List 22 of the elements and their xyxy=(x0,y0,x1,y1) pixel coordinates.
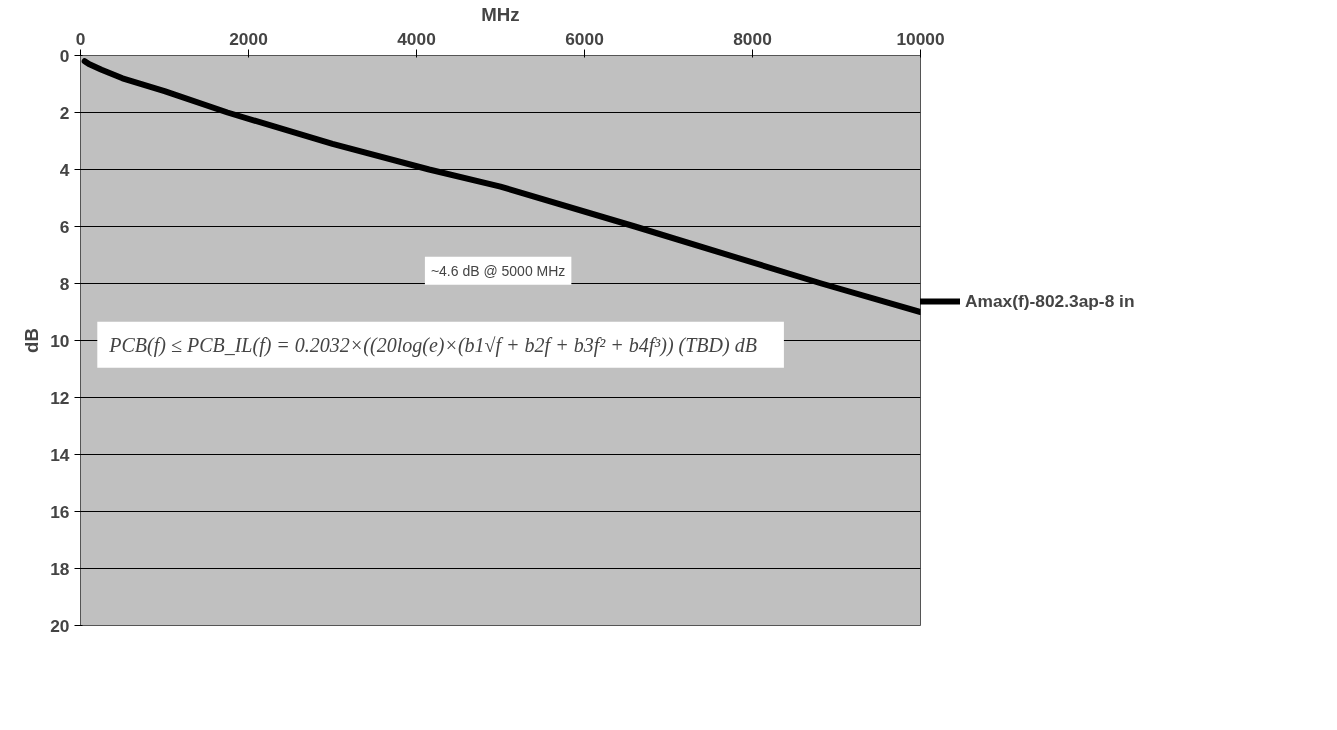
annotation: ~4.6 dB @ 5000 MHz xyxy=(430,262,566,279)
y-tick-label: 0 xyxy=(59,45,70,66)
x-tick-label: 8000 xyxy=(733,28,772,49)
x-tick-label: 4000 xyxy=(397,28,436,49)
y-tick-label: 6 xyxy=(59,216,70,237)
x-tick-label: 0 xyxy=(75,28,86,49)
y-tick-label: 10 xyxy=(50,330,70,351)
annotation: PCB(f) ≤ PCB_IL(f) = 0.2032×((20log(e)×(b1√f + b2f + b3f² + b4f³)) (TBD) dB xyxy=(108,333,757,357)
y-tick-label: 8 xyxy=(59,273,70,294)
y-tick-label: 18 xyxy=(50,558,70,579)
x-axis-title: MHz xyxy=(481,3,520,25)
x-tick-label: 10000 xyxy=(896,28,945,49)
x-tick-label: 2000 xyxy=(229,28,268,49)
y-tick-label: 16 xyxy=(50,501,70,522)
y-tick-label: 20 xyxy=(50,615,70,636)
legend-label: Amax(f)-802.3ap-8 in xyxy=(965,290,1135,312)
y-tick-label: 4 xyxy=(59,159,70,180)
y-axis-title: dB xyxy=(21,328,43,353)
y-tick-label: 12 xyxy=(50,387,70,408)
x-tick-label: 6000 xyxy=(565,28,604,49)
y-tick-label: 2 xyxy=(59,102,70,123)
y-tick-label: 14 xyxy=(50,444,70,465)
